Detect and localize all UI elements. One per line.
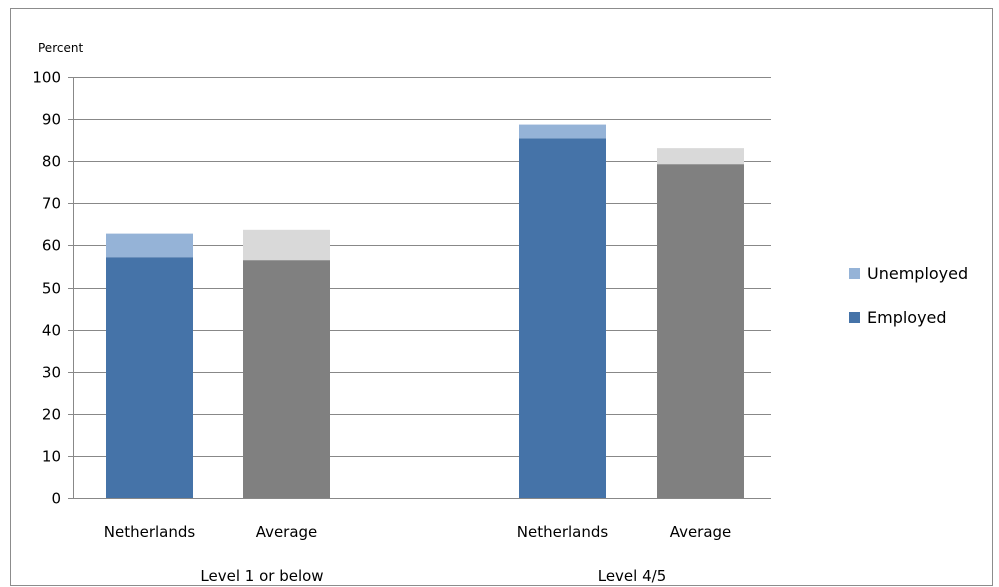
legend-label: Employed: [867, 308, 947, 327]
legend-swatch: [849, 268, 860, 279]
bar-employed: [657, 164, 744, 498]
y-tick-label: 0: [51, 490, 61, 508]
x-group-label: Level 1 or below: [200, 567, 323, 585]
y-tick-label: 10: [42, 448, 61, 466]
y-ticks: 0 10 20 30 40 50 60 70 80 90 100: [32, 69, 61, 508]
x-labels: Netherlands Average Level 1 or below Nether…: [104, 523, 732, 585]
bar-employed: [106, 257, 193, 498]
x-group-label: Level 4/5: [598, 567, 667, 585]
y-tick-label: 100: [32, 69, 61, 87]
x-category-label: Average: [670, 523, 732, 541]
bars: [106, 124, 744, 498]
x-category-label: Netherlands: [104, 523, 196, 541]
y-tick-label: 80: [42, 153, 61, 171]
legend: Unemployed Employed: [849, 264, 968, 327]
bar-unemployed: [657, 148, 744, 165]
x-category-label: Average: [256, 523, 318, 541]
chart-frame: [10, 8, 993, 586]
y-tick-label: 70: [42, 195, 61, 213]
y-tick-label: 60: [42, 237, 61, 255]
y-tick-label: 40: [42, 322, 61, 340]
x-category-label: Netherlands: [517, 523, 609, 541]
bar-unemployed: [519, 124, 606, 139]
y-tick-label: 20: [42, 406, 61, 424]
y-tick-label: 30: [42, 364, 61, 382]
bar-unemployed: [243, 229, 330, 261]
legend-swatch: [849, 312, 860, 323]
y-axis-label: Percent: [38, 41, 83, 55]
bar-employed: [243, 260, 330, 498]
y-tick-label: 50: [42, 280, 61, 298]
bar-employed: [519, 138, 606, 498]
legend-label: Unemployed: [867, 264, 968, 283]
y-tick-label: 90: [42, 111, 61, 129]
bar-unemployed: [106, 233, 193, 258]
